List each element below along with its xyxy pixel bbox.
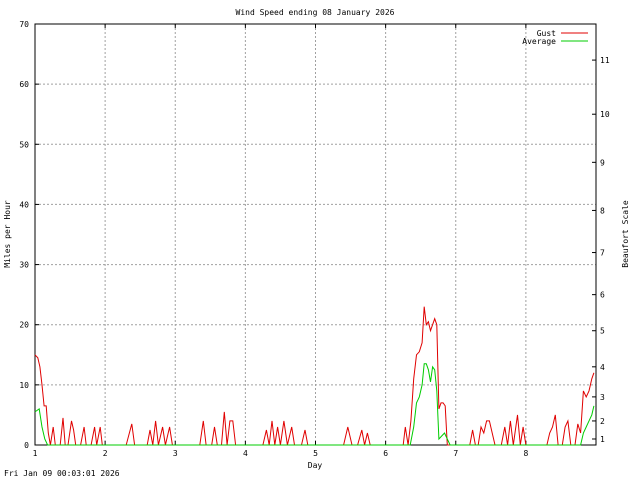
y2-tick-label: 2 [600, 417, 605, 426]
y2-tick-label: 8 [600, 206, 605, 215]
y-axis-left: 0 10 20 30 40 50 60 70 [19, 20, 39, 450]
y-tick-label: 50 [19, 140, 29, 149]
x-tick-label: 2 [103, 449, 108, 458]
x-tick-label: 8 [523, 449, 528, 458]
legend-label-average: Average [522, 37, 556, 46]
y2-tick-label: 7 [600, 249, 605, 258]
x-tick-label: 4 [243, 449, 248, 458]
y-tick-label: 60 [19, 80, 29, 89]
y2-tick-label: 10 [600, 110, 610, 119]
chart-title: Wind Speed ending 08 January 2026 [236, 8, 395, 17]
y2-tick-label: 11 [600, 56, 610, 65]
y-tick-label: 20 [19, 321, 29, 330]
y2-tick-label: 3 [600, 393, 605, 402]
y-tick-label: 70 [19, 20, 29, 29]
y-axis-right: 1 2 3 4 5 6 7 8 9 10 11 [592, 56, 610, 444]
y2-tick-label: 5 [600, 327, 605, 336]
series-line-average [34, 363, 595, 446]
x-axis-label: Day [308, 461, 323, 470]
x-tick-label: 7 [453, 449, 458, 458]
series-lines [34, 306, 595, 446]
y2-axis-label: Beaufort Scale [621, 200, 630, 268]
footer-timestamp: Fri Jan 09 00:03:01 2026 [4, 469, 120, 478]
y-tick-label: 10 [19, 381, 29, 390]
series-line-gust [34, 306, 595, 446]
y-tick-label: 0 [24, 441, 29, 450]
x-tick-label: 6 [383, 449, 388, 458]
x-tick-label: 1 [33, 449, 38, 458]
y2-tick-label: 1 [600, 435, 605, 444]
y2-tick-label: 4 [600, 363, 605, 372]
x-tick-label: 3 [173, 449, 178, 458]
grid-lines [35, 24, 596, 445]
y-tick-label: 30 [19, 261, 29, 270]
y2-tick-label: 9 [600, 158, 605, 167]
y2-tick-label: 6 [600, 291, 605, 300]
x-tick-label: 5 [313, 449, 318, 458]
y-tick-label: 40 [19, 200, 29, 209]
x-axis: 1 2 3 4 5 6 7 8 [33, 24, 528, 458]
y-axis-label: Miles per Hour [3, 200, 12, 268]
legend-label-gust: Gust [537, 29, 556, 38]
